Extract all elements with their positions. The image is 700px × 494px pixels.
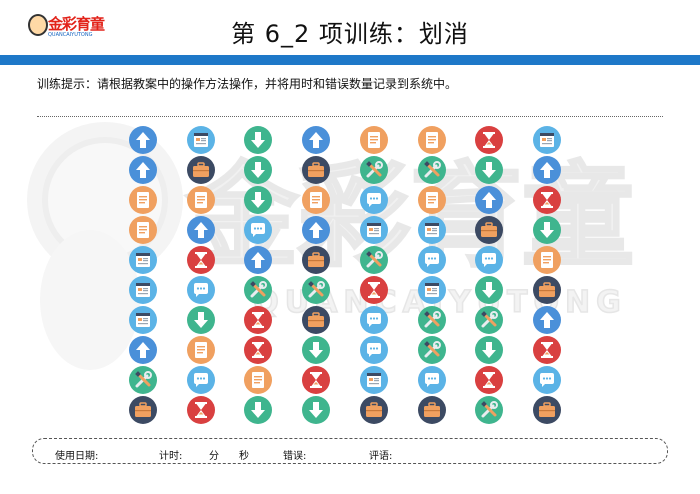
arrow-down-icon[interactable]	[244, 186, 272, 214]
tools-icon[interactable]	[302, 276, 330, 304]
tools-icon[interactable]	[360, 246, 388, 274]
document-icon[interactable]	[360, 126, 388, 154]
timer-label: 计时:	[159, 451, 183, 462]
arrow-down-icon[interactable]	[475, 276, 503, 304]
brand-logo: 金彩育童 QUANCAIYUTONG	[28, 12, 106, 42]
instructions: 训练提示：请根据教案中的操作方法操作，并将用时和错误数量记录到系统中。	[37, 77, 458, 91]
record-footer: 使用日期: 计时: 分 秒 错误: 评语:	[32, 438, 668, 464]
browser-icon[interactable]	[129, 306, 157, 334]
hourglass-icon[interactable]	[302, 366, 330, 394]
arrow-down-icon[interactable]	[302, 336, 330, 364]
logo-text: 金彩育童	[48, 15, 105, 33]
briefcase-icon[interactable]	[418, 396, 446, 424]
icon-grid	[129, 126, 577, 426]
tools-icon[interactable]	[418, 306, 446, 334]
arrow-down-icon[interactable]	[475, 336, 503, 364]
briefcase-icon[interactable]	[187, 156, 215, 184]
tools-icon[interactable]	[475, 306, 503, 334]
date-label: 使用日期:	[55, 451, 99, 462]
mascot-icon	[28, 14, 48, 36]
document-icon[interactable]	[418, 126, 446, 154]
briefcase-icon[interactable]	[302, 246, 330, 274]
hourglass-icon[interactable]	[533, 186, 561, 214]
tools-icon[interactable]	[360, 156, 388, 184]
chat-icon[interactable]	[475, 246, 503, 274]
chat-icon[interactable]	[187, 276, 215, 304]
browser-icon[interactable]	[418, 216, 446, 244]
tools-icon[interactable]	[418, 336, 446, 364]
hourglass-icon[interactable]	[533, 336, 561, 364]
browser-icon[interactable]	[533, 126, 561, 154]
tools-icon[interactable]	[475, 396, 503, 424]
document-icon[interactable]	[129, 216, 157, 244]
hourglass-icon[interactable]	[475, 126, 503, 154]
briefcase-icon[interactable]	[129, 396, 157, 424]
document-icon[interactable]	[244, 366, 272, 394]
chat-icon[interactable]	[533, 366, 561, 394]
hourglass-icon[interactable]	[244, 306, 272, 334]
document-icon[interactable]	[533, 246, 561, 274]
arrow-down-icon[interactable]	[475, 156, 503, 184]
arrow-up-icon[interactable]	[533, 156, 561, 184]
tools-icon[interactable]	[418, 156, 446, 184]
arrow-up-icon[interactable]	[129, 336, 157, 364]
arrow-down-icon[interactable]	[244, 156, 272, 184]
chat-icon[interactable]	[418, 246, 446, 274]
document-icon[interactable]	[302, 186, 330, 214]
chat-icon[interactable]	[360, 306, 388, 334]
hourglass-icon[interactable]	[244, 336, 272, 364]
second-label: 秒	[239, 451, 249, 462]
document-icon[interactable]	[418, 186, 446, 214]
minute-label: 分	[209, 451, 219, 462]
browser-icon[interactable]	[418, 276, 446, 304]
arrow-down-icon[interactable]	[187, 306, 215, 334]
arrow-up-icon[interactable]	[533, 306, 561, 334]
comment-label: 评语:	[369, 451, 393, 462]
hourglass-icon[interactable]	[187, 246, 215, 274]
browser-icon[interactable]	[187, 126, 215, 154]
hourglass-icon[interactable]	[187, 396, 215, 424]
chat-icon[interactable]	[418, 366, 446, 394]
briefcase-icon[interactable]	[302, 156, 330, 184]
error-label: 错误:	[283, 451, 307, 462]
briefcase-icon[interactable]	[302, 306, 330, 334]
tools-icon[interactable]	[129, 366, 157, 394]
chat-icon[interactable]	[360, 186, 388, 214]
page-title: 第 6_2 项训练：划消	[231, 20, 469, 48]
hourglass-icon[interactable]	[360, 276, 388, 304]
chat-icon[interactable]	[187, 366, 215, 394]
briefcase-icon[interactable]	[475, 216, 503, 244]
document-icon[interactable]	[129, 186, 157, 214]
arrow-down-icon[interactable]	[302, 396, 330, 424]
arrow-up-icon[interactable]	[129, 126, 157, 154]
arrow-up-icon[interactable]	[302, 126, 330, 154]
header-divider	[0, 55, 700, 65]
dotted-divider	[37, 116, 663, 117]
arrow-up-icon[interactable]	[244, 246, 272, 274]
arrow-up-icon[interactable]	[187, 216, 215, 244]
arrow-down-icon[interactable]	[244, 396, 272, 424]
browser-icon[interactable]	[129, 246, 157, 274]
arrow-down-icon[interactable]	[244, 126, 272, 154]
document-icon[interactable]	[187, 336, 215, 364]
chat-icon[interactable]	[360, 336, 388, 364]
arrow-down-icon[interactable]	[533, 216, 561, 244]
arrow-up-icon[interactable]	[475, 186, 503, 214]
hourglass-icon[interactable]	[475, 366, 503, 394]
document-icon[interactable]	[187, 186, 215, 214]
arrow-up-icon[interactable]	[302, 216, 330, 244]
arrow-up-icon[interactable]	[129, 156, 157, 184]
logo-subtext: QUANCAIYUTONG	[48, 32, 93, 38]
browser-icon[interactable]	[129, 276, 157, 304]
browser-icon[interactable]	[360, 216, 388, 244]
briefcase-icon[interactable]	[533, 396, 561, 424]
briefcase-icon[interactable]	[533, 276, 561, 304]
browser-icon[interactable]	[360, 366, 388, 394]
briefcase-icon[interactable]	[360, 396, 388, 424]
tools-icon[interactable]	[244, 276, 272, 304]
chat-icon[interactable]	[244, 216, 272, 244]
